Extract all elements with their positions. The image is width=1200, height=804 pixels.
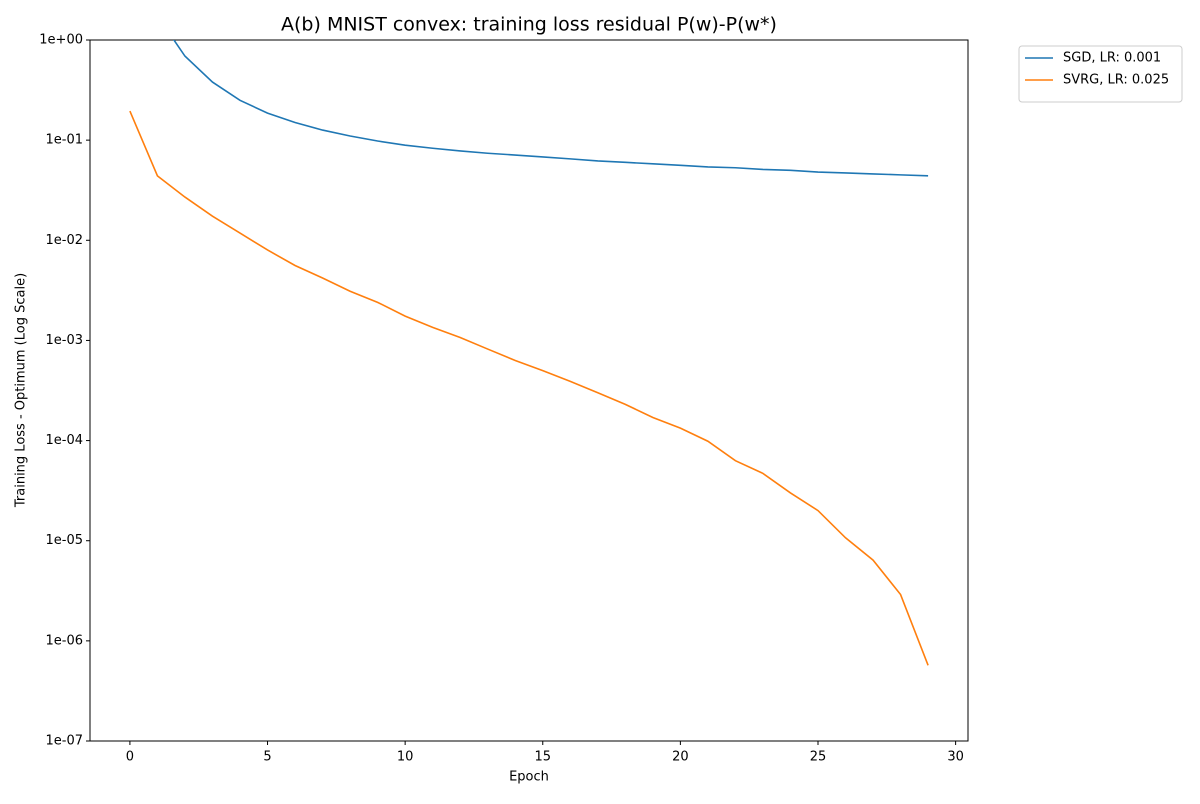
x-tick-label: 25 [810,750,827,765]
y-tick-label: 1e+00 [39,33,83,48]
y-tick-label: 1e-05 [45,533,83,548]
y-tick-label: 1e-01 [45,133,83,148]
x-tick-label: 20 [672,750,689,765]
plot-frame [89,39,969,742]
series-line [129,110,929,666]
plot-lines [129,40,929,666]
legend-label: SGD, LR: 0.001 [1063,51,1161,66]
series-line [172,40,929,177]
chart-title: A(b) MNIST convex: training loss residua… [281,14,777,36]
y-tick-label: 1e-07 [45,734,83,749]
y-tick-label: 1e-06 [45,633,83,648]
legend-box [1018,45,1183,103]
y-tick-label: 1e-04 [45,433,83,448]
x-tick-label: 15 [534,750,551,765]
y-tick-label: 1e-02 [45,233,83,248]
x-tick-label: 0 [126,750,134,765]
x-tick-label: 10 [397,750,414,765]
x-axis-label: Epoch [509,770,549,785]
y-tick-label: 1e-03 [45,333,83,348]
x-tick-label: 5 [263,750,271,765]
y-axis-label: Training Loss - Optimum (Log Scale) [14,273,29,508]
legend-label: SVRG, LR: 0.025 [1063,73,1169,88]
x-tick-label: 30 [947,750,964,765]
